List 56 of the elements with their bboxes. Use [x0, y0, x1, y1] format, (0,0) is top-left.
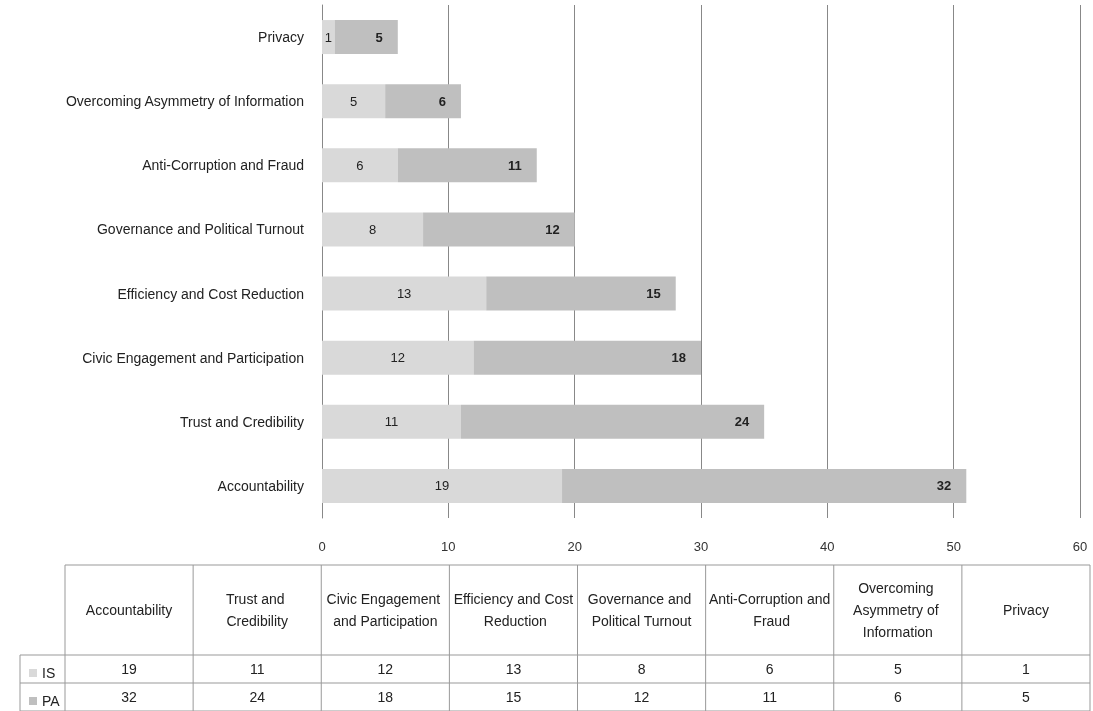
category-label: Accountability — [85, 602, 173, 618]
y-tick-label: Overcoming Asymmetry of Information — [65, 93, 304, 110]
data-label: 1 — [324, 29, 332, 45]
text: 5 — [1022, 689, 1030, 705]
text: 8 — [637, 661, 646, 677]
category-label: Anti-Corruption and Fraud — [708, 591, 831, 629]
data-label: 8 — [368, 221, 377, 237]
text: 1 — [1022, 661, 1030, 677]
data-label: 15 — [646, 286, 661, 302]
data-label: 12 — [545, 221, 560, 237]
x-tick-label: 40 — [820, 539, 835, 554]
data-label: 19 — [434, 478, 450, 494]
data-label: 5 — [349, 93, 358, 109]
data-label: 12 — [390, 350, 406, 366]
y-tick-label: Trust and Credibility — [180, 413, 304, 430]
data-label: 6 — [356, 157, 364, 173]
y-tick-label: Governance and Political Turnout — [96, 221, 305, 238]
data-label: 32 — [936, 478, 952, 494]
category-label: Governance and Political Turnout — [587, 591, 692, 629]
text: 32 — [121, 689, 137, 705]
x-tick-label: 20 — [567, 539, 582, 554]
x-tick-label: 50 — [946, 539, 961, 554]
legend-label: IS — [42, 665, 56, 681]
x-tick-label: 60 — [1072, 539, 1088, 554]
text: 6 — [765, 661, 774, 677]
text: 11 — [762, 689, 777, 705]
category-label: Privacy — [1002, 602, 1049, 618]
x-tick-label: 30 — [693, 539, 709, 554]
data-label: 6 — [438, 93, 446, 109]
text: 6 — [893, 689, 902, 705]
x-tick-label: 10 — [441, 539, 456, 554]
data-label: 24 — [734, 414, 750, 430]
text: 13 — [505, 661, 522, 677]
legend-label: PA — [42, 693, 61, 709]
data-label: 13 — [396, 286, 412, 302]
data-label: 11 — [384, 414, 399, 430]
text: 12 — [633, 689, 650, 705]
category-label: Efficiency and Cost Reduction — [453, 591, 574, 629]
category-label: Overcoming Asymmetry of Information — [853, 580, 939, 640]
x-tick-label: 0 — [318, 539, 326, 554]
text: 12 — [377, 661, 394, 677]
y-tick-label: Privacy — [258, 29, 304, 46]
y-tick-label: Efficiency and Cost Reduction — [117, 285, 304, 302]
text: 24 — [249, 689, 265, 705]
text: 15 — [505, 689, 522, 705]
text: 11 — [249, 661, 265, 677]
y-tick-label: Anti-Corruption and Fraud — [142, 157, 304, 174]
text: 18 — [377, 689, 394, 705]
text: 19 — [121, 661, 137, 677]
y-tick-label: Accountability — [217, 477, 304, 494]
y-tick-label: Civic Engagement and Participation — [82, 349, 304, 366]
data-label: 11 — [508, 157, 522, 173]
data-label: 5 — [375, 29, 383, 45]
data-label: 18 — [671, 350, 686, 366]
category-label: Civic Engagement and Participation — [326, 591, 441, 629]
text: 5 — [893, 661, 902, 677]
